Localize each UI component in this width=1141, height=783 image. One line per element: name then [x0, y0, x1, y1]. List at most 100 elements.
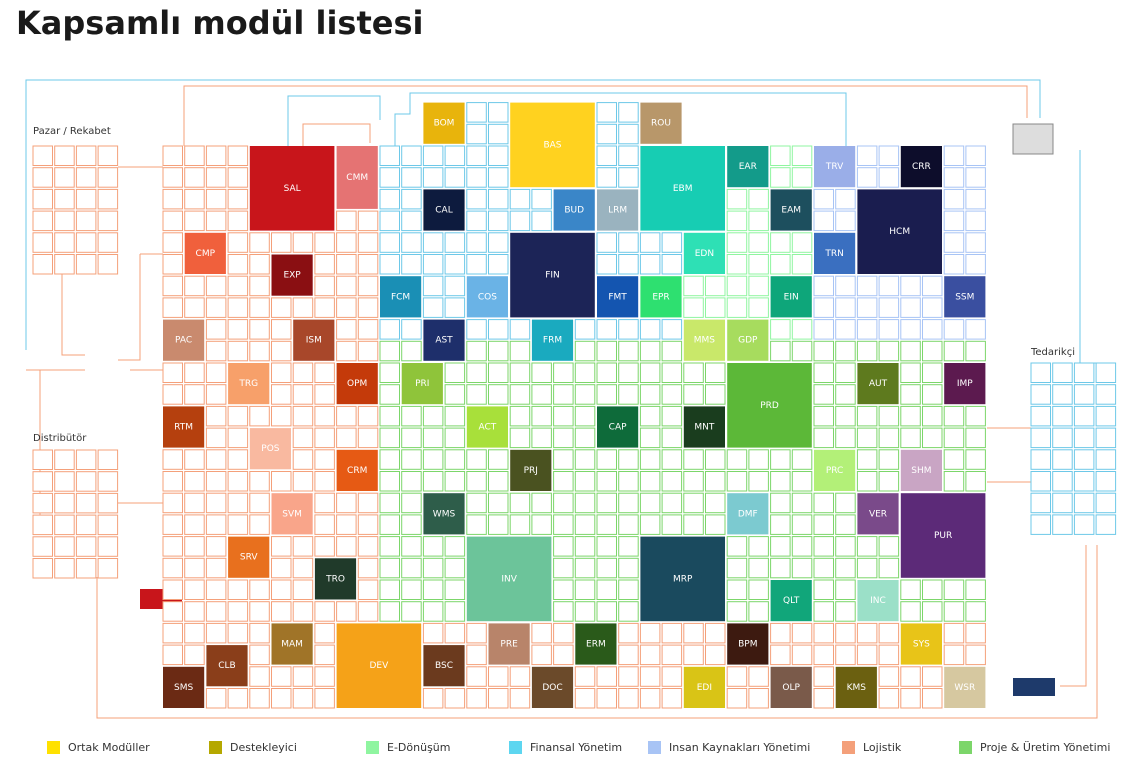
module-box: [163, 406, 205, 448]
module-box: [336, 363, 378, 405]
grid-cell: [726, 666, 748, 687]
grid-cell: [965, 427, 986, 449]
module-label: BUD: [564, 206, 584, 216]
grid-cell: [379, 254, 400, 275]
legend-label: Destekleyici: [230, 741, 297, 754]
grid-cell: [835, 319, 856, 340]
grid-cell: [205, 167, 227, 188]
grid-cell: [271, 557, 292, 579]
grid-cell: [32, 254, 53, 275]
grid-cell: [227, 492, 249, 514]
grid-cell: [249, 622, 270, 644]
grid-cell: [965, 210, 986, 232]
grid-cell: [292, 536, 314, 557]
grid-cell: [531, 492, 552, 514]
grid-cell: [249, 644, 270, 666]
grid-cell: [488, 188, 509, 210]
module-box: [640, 536, 725, 622]
grid-cell: [97, 254, 119, 275]
connector: [394, 92, 847, 146]
grid-cell: [509, 514, 531, 535]
grid-cell: [661, 319, 683, 340]
grid-cell: [835, 644, 856, 666]
grid-cell: [401, 167, 422, 188]
grid-cell: [705, 449, 726, 470]
module-label: EDI: [697, 683, 712, 693]
grid-cell: [1073, 492, 1095, 514]
grid-cell: [813, 384, 834, 405]
grid-cell: [596, 601, 617, 622]
grid-cell: [748, 471, 769, 492]
grid-cell: [661, 688, 683, 709]
grid-cell: [943, 449, 965, 470]
grid-cell: [54, 145, 75, 166]
grid-cell: [379, 449, 400, 470]
grid-cell: [75, 492, 97, 514]
grid-cell: [639, 514, 661, 535]
grid-cell: [705, 514, 726, 535]
grid-cell: [878, 688, 900, 709]
grid-cell: [770, 167, 791, 188]
module-box: [488, 623, 530, 665]
module-label: POS: [261, 444, 280, 454]
grid-cell: [748, 297, 769, 318]
grid-cell: [726, 188, 748, 210]
grid-cell: [596, 319, 617, 340]
grid-cell: [791, 536, 813, 557]
grid-cell: [401, 514, 422, 535]
grid-cell: [835, 405, 856, 427]
grid-cell: [32, 492, 53, 514]
module-box: [271, 493, 313, 535]
module-label: CMP: [196, 249, 216, 259]
grid-cell: [813, 297, 834, 318]
grid-cell: [422, 471, 444, 492]
grid-cell: [856, 536, 878, 557]
grid-cell: [422, 167, 444, 188]
grid-cell: [379, 579, 400, 600]
grid-cell: [292, 579, 314, 600]
grid-cell: [54, 492, 75, 514]
grid-cell: [835, 340, 856, 362]
grid-cell: [878, 557, 900, 579]
grid-cell: [227, 405, 249, 427]
side-label: Pazar / Rekabet: [33, 126, 111, 137]
module-label: FIN: [545, 271, 560, 281]
side-label: Distribütör: [33, 433, 87, 444]
grid-cell: [813, 210, 834, 232]
grid-cell: [618, 622, 639, 644]
grid-cell: [835, 514, 856, 535]
grid-cell: [444, 471, 466, 492]
grid-cell: [618, 449, 639, 470]
grid-cell: [75, 449, 97, 470]
grid-cell: [509, 427, 531, 449]
grid-cell: [314, 644, 335, 666]
grid-cell: [1095, 384, 1117, 405]
grid-cell: [444, 297, 466, 318]
grid-cell: [379, 145, 400, 166]
module-label: FMT: [608, 292, 627, 302]
grid-cell: [639, 405, 661, 427]
module-label: CRR: [912, 162, 931, 172]
module-box: [683, 232, 725, 274]
grid-cell: [770, 319, 791, 340]
grid-cell: [314, 666, 335, 687]
grid-cell: [574, 319, 596, 340]
grid-cell: [75, 167, 97, 188]
grid-cell: [162, 167, 183, 188]
grid-cell: [444, 145, 466, 166]
grid-cell: [422, 145, 444, 166]
grid-cell: [314, 471, 335, 492]
grid-cell: [531, 362, 552, 383]
grid-cell: [227, 188, 249, 210]
module-label: SMS: [174, 683, 193, 693]
grid-cell: [292, 427, 314, 449]
grid-cell: [75, 210, 97, 232]
grid-cell: [205, 514, 227, 535]
module-label: DMF: [738, 509, 758, 519]
grid-cell: [336, 601, 357, 622]
grid-cell: [683, 384, 704, 405]
grid-cell: [770, 622, 791, 644]
grid-cell: [488, 362, 509, 383]
grid-cell: [336, 492, 357, 514]
grid-cell: [466, 384, 487, 405]
